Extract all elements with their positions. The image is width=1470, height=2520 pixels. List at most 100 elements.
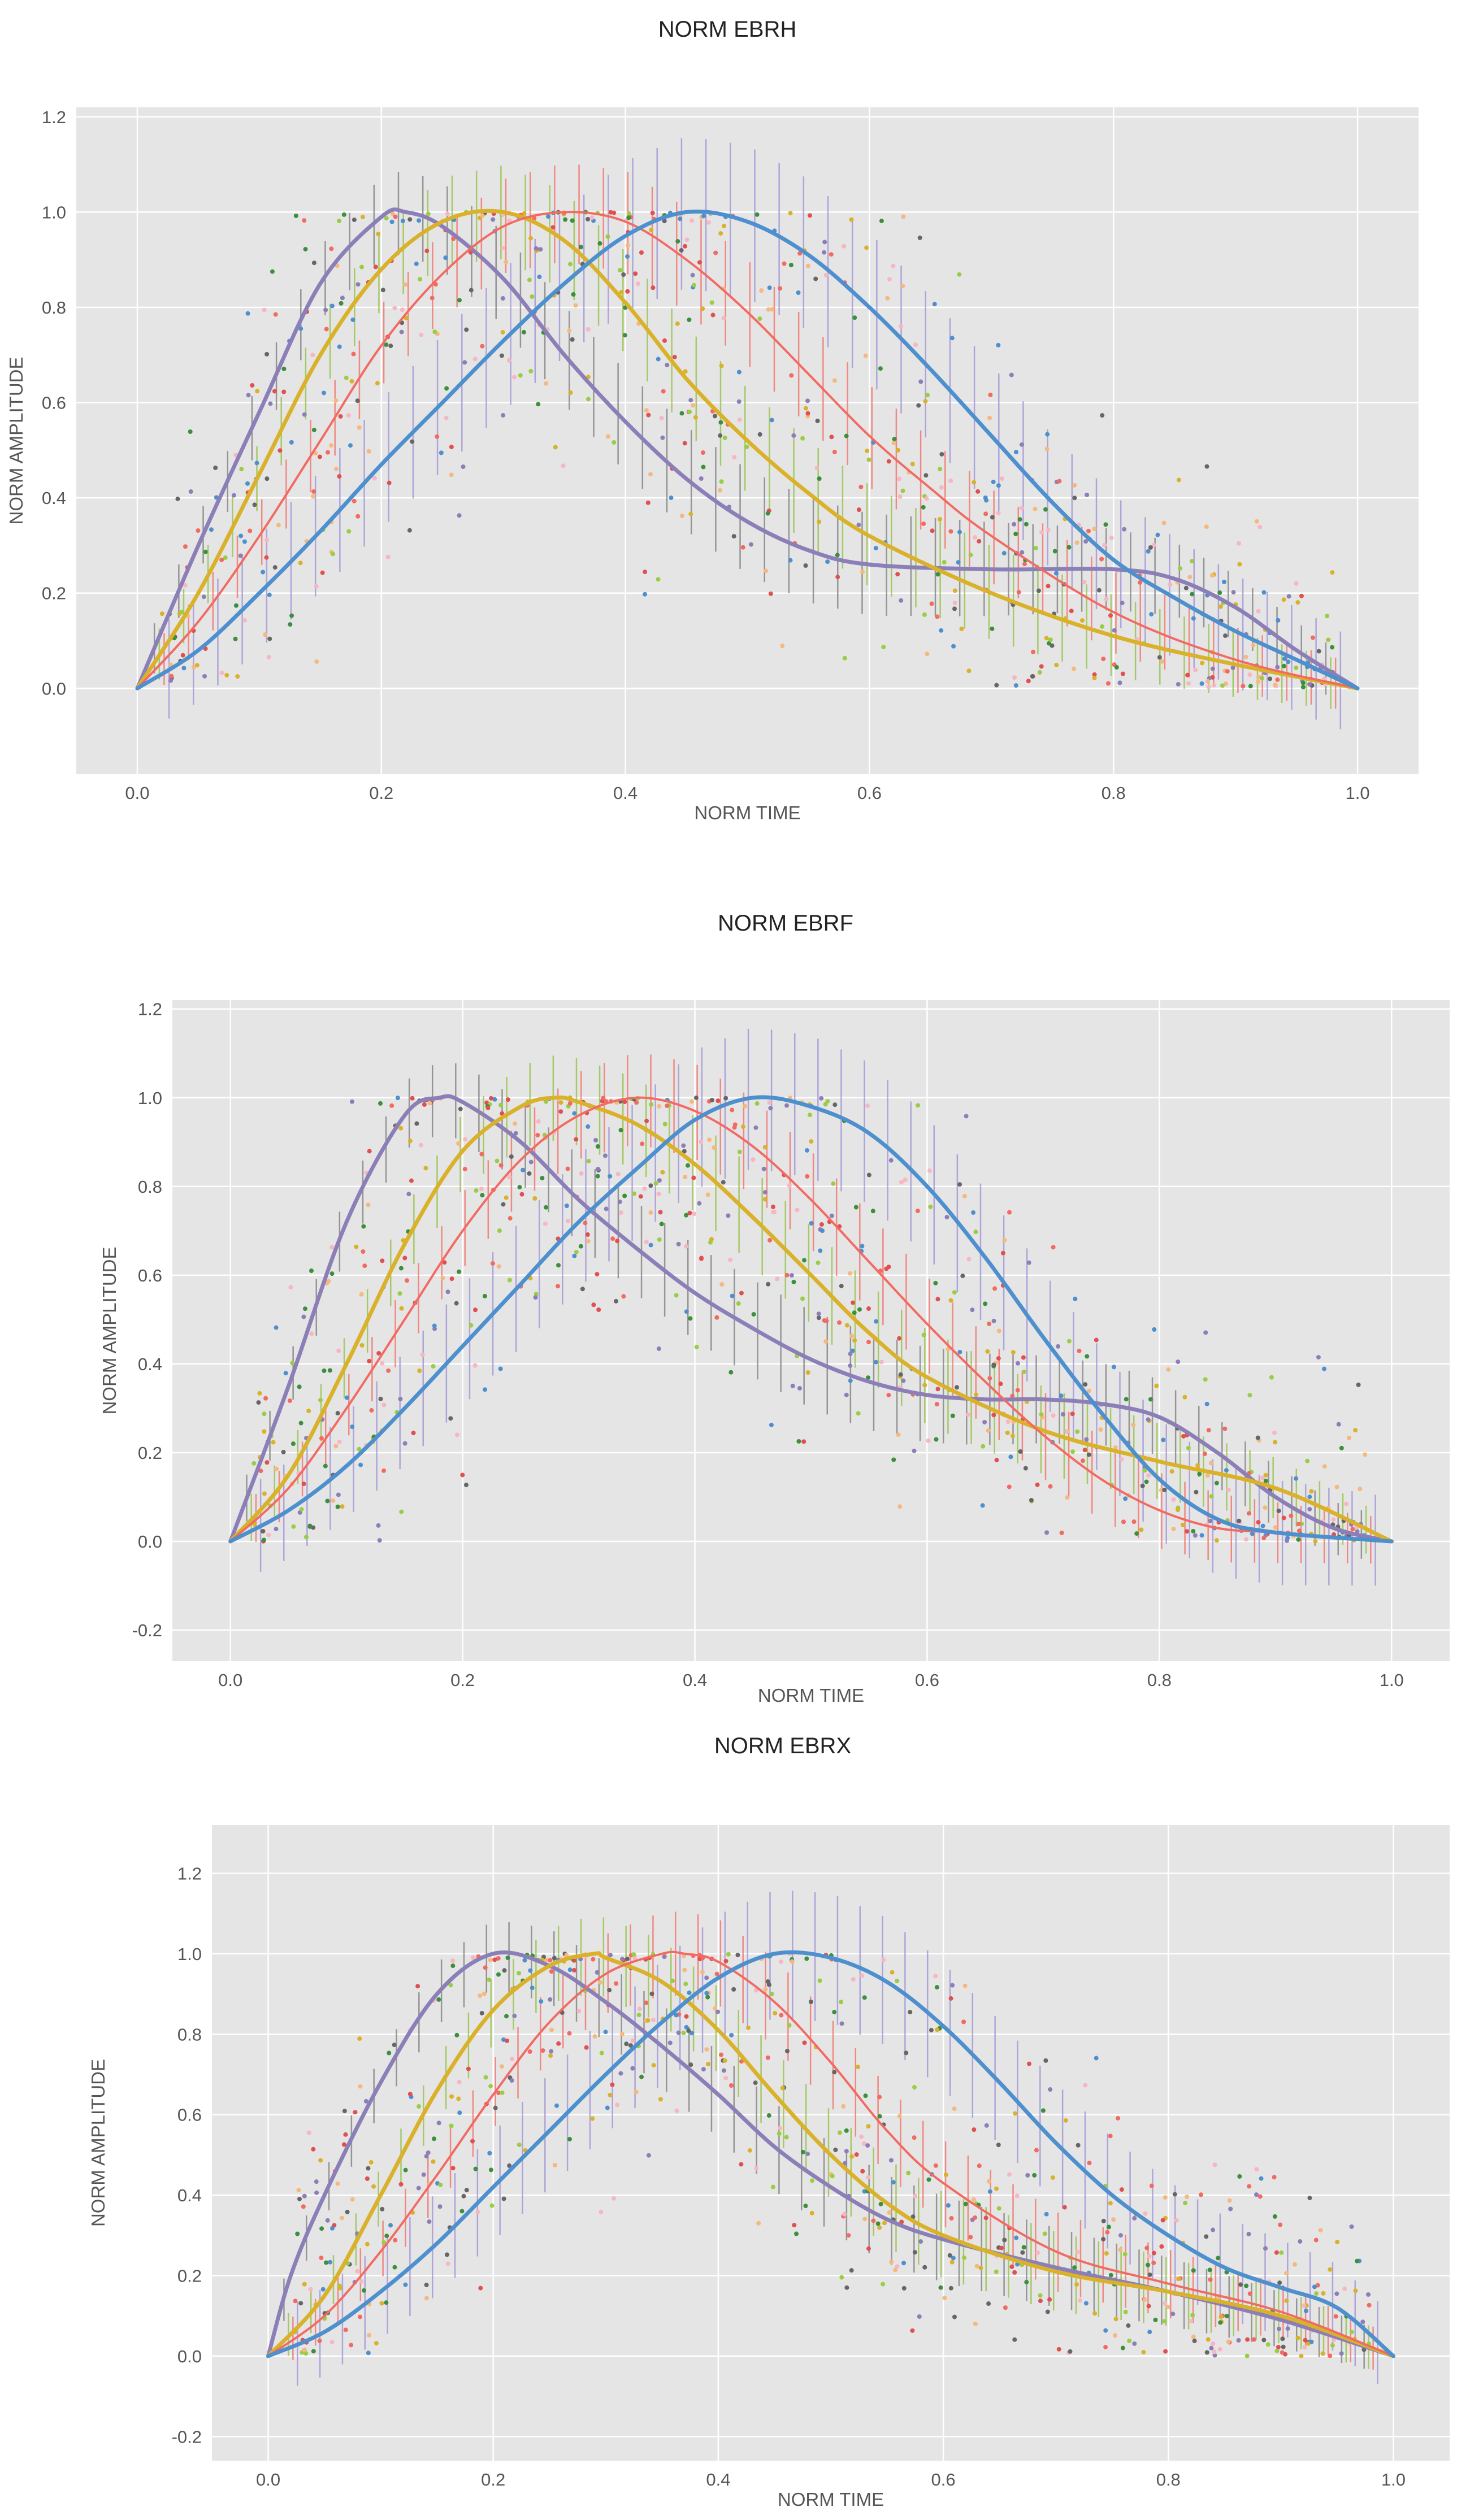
scatter-point: [1274, 2250, 1279, 2255]
scatter-point: [1015, 1388, 1020, 1393]
scatter-point: [648, 1210, 653, 1215]
scatter-point: [975, 489, 981, 494]
scatter-point: [1284, 1538, 1289, 1543]
scatter-point: [643, 592, 648, 597]
scatter-point: [456, 2096, 461, 2101]
scatter-point: [1134, 1531, 1139, 1536]
scatter-point: [578, 1957, 583, 1962]
scatter-point: [534, 1292, 539, 1297]
scatter-point: [1124, 1397, 1129, 1402]
scatter-point: [1237, 2174, 1242, 2179]
scatter-point: [498, 1163, 504, 1168]
scatter-point: [718, 488, 723, 493]
scatter-point: [847, 1271, 852, 1276]
scatter-point: [454, 1301, 459, 1306]
scatter-point: [923, 473, 929, 478]
scatter-point: [927, 1168, 932, 1173]
scatter-point: [281, 366, 287, 371]
scatter-point: [289, 613, 294, 618]
scatter-point: [595, 1970, 600, 1975]
scatter-point: [1084, 1437, 1089, 1442]
scatter-point: [1022, 562, 1027, 567]
scatter-point: [325, 1498, 330, 1504]
scatter-point: [1034, 2148, 1039, 2153]
scatter-point: [743, 1103, 748, 1109]
scatter-point: [380, 2206, 385, 2211]
scatter-point: [345, 2209, 350, 2214]
scatter-point: [706, 2062, 711, 2067]
scatter-point: [687, 317, 692, 322]
scatter-point: [1231, 590, 1236, 595]
scatter-point: [574, 1250, 579, 1255]
scatter-point: [937, 516, 942, 522]
scatter-point: [291, 1524, 296, 1529]
scatter-point: [899, 1180, 904, 1185]
scatter-point: [994, 2186, 999, 2191]
scatter-point: [805, 1174, 810, 1179]
scatter-point: [399, 1509, 404, 1514]
scatter-point: [311, 260, 316, 266]
scatter-point: [518, 373, 523, 378]
scatter-point: [933, 2163, 938, 2168]
scatter-point: [1100, 413, 1105, 418]
scatter-point: [419, 332, 424, 337]
scatter-point: [450, 1963, 456, 1969]
scatter-point: [864, 245, 869, 250]
scatter-point: [330, 2226, 335, 2231]
scatter-point: [548, 1997, 553, 2002]
scatter-point: [1353, 2288, 1358, 2293]
scatter-point: [437, 2204, 443, 2209]
scatter-point: [1020, 550, 1025, 555]
scatter-point: [1256, 609, 1261, 614]
scatter-point: [688, 398, 693, 403]
scatter-point: [1122, 527, 1127, 532]
scatter-point: [359, 264, 365, 270]
scatter-point: [612, 210, 617, 215]
scatter-point: [527, 277, 532, 283]
scatter-point: [648, 1183, 653, 1188]
scatter-point: [988, 392, 993, 397]
scatter-point: [801, 1439, 806, 1444]
scatter-point: [472, 1363, 478, 1368]
scatter-point: [283, 1371, 288, 1376]
scatter-point: [496, 1956, 501, 1961]
scatter-point: [998, 1381, 1003, 1387]
scatter-point: [1030, 674, 1035, 679]
scatter-point: [691, 403, 696, 408]
scatter-point: [256, 1400, 261, 1405]
scatter-point: [596, 1307, 601, 1312]
scatter-point: [404, 315, 409, 320]
scatter-point: [1276, 2345, 1281, 2350]
scatter-point: [358, 2314, 363, 2319]
scatter-point: [683, 369, 688, 374]
scatter-point: [457, 2079, 462, 2084]
scatter-point: [904, 2050, 909, 2056]
scatter-point: [586, 1124, 591, 1129]
scatter-point: [844, 433, 849, 438]
scatter-point: [1237, 562, 1242, 567]
scatter-point: [1023, 1466, 1028, 1471]
scatter-point: [1289, 1513, 1294, 1518]
scatter-point: [796, 290, 801, 296]
scatter-point: [859, 2134, 864, 2139]
scatter-point: [506, 358, 511, 363]
scatter-point: [778, 2126, 783, 2131]
scatter-point: [792, 2223, 797, 2228]
scatter-point: [309, 1331, 314, 1336]
scatter-point: [891, 441, 896, 446]
scatter-point: [1260, 1475, 1265, 1480]
scatter-point: [373, 264, 378, 270]
scatter-point: [1193, 667, 1198, 672]
scatter-point: [445, 1289, 450, 1294]
scatter-point: [716, 1098, 721, 1103]
scatter-point: [592, 2034, 597, 2039]
scatter-point: [572, 1111, 577, 1116]
scatter-point: [1223, 633, 1228, 638]
scatter-point: [513, 1121, 518, 1126]
scatter-point: [491, 217, 496, 222]
scatter-point: [887, 277, 892, 282]
scatter-point: [656, 1192, 661, 1197]
scatter-point: [264, 351, 270, 357]
scatter-point: [672, 354, 677, 359]
scatter-point: [1045, 2309, 1050, 2314]
